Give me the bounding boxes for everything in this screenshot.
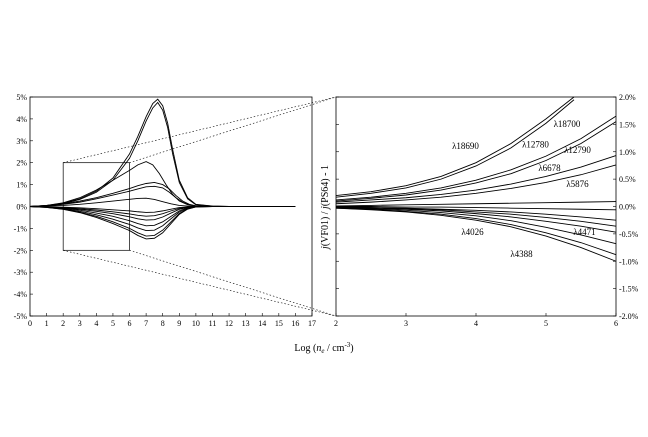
y-tick-label: 5%	[16, 93, 27, 102]
y-tick-label: -1.5%	[619, 285, 639, 294]
right-series-line-1	[335, 99, 575, 198]
x-tick-label: 5	[544, 319, 548, 328]
right-series-line-6	[335, 201, 617, 207]
y-tick-label: -0.5%	[619, 230, 639, 239]
y-tick-label: 1%	[16, 181, 27, 190]
right-series-line-12	[335, 207, 617, 256]
curve-label: λ5876	[566, 179, 589, 189]
x-tick-label: 3	[404, 319, 408, 328]
y-tick-label: -1.0%	[619, 257, 639, 266]
right-panel: 2 3 4 5 6-2.0% -1.5% -1.0% -0.5% 0.0% 0.5% 1.0% 1.5…	[334, 93, 639, 328]
zoom-box	[62, 162, 130, 251]
left-series-line-3	[29, 181, 296, 207]
x-tick-label: 10	[192, 319, 200, 328]
y-tick-label: 1.5%	[619, 120, 636, 129]
right-series-line-10	[335, 207, 617, 233]
curve-label: λ18700	[554, 119, 581, 129]
y-tick-label: 2.0%	[619, 93, 636, 102]
x-tick-label: 4	[474, 319, 478, 328]
y-tick-label: 0%	[16, 203, 27, 212]
left-panel: 0 1 2 3 4 5 6 7 8 9 10 11 12 13 14 15 16 17-5%-4%-3%-2%-1…	[14, 93, 316, 328]
x-tick-label: 0	[28, 319, 32, 328]
right-series-line-13	[335, 207, 617, 262]
x-tick-label: 9	[177, 319, 181, 328]
curve-label: λ12790	[564, 145, 591, 155]
x-tick-label: 8	[161, 319, 165, 328]
curve-label: λ6678	[538, 163, 561, 173]
y-tick-label: -4%	[14, 290, 28, 299]
x-tick-label: 16	[291, 319, 299, 328]
y-tick-label: -5%	[14, 312, 28, 321]
curve-label: λ4388	[510, 249, 533, 259]
y-tick-label: 2%	[16, 159, 27, 168]
x-tick-label: 12	[225, 319, 233, 328]
x-tick-label: 6	[614, 319, 618, 328]
right-series-line-0	[335, 96, 575, 196]
x-tick-label: 7	[144, 319, 148, 328]
x-tick-label: 11	[209, 319, 217, 328]
x-tick-label: 2	[61, 319, 65, 328]
x-tick-label: 1	[45, 319, 49, 328]
right-series-line-7	[336, 206, 617, 211]
left-series-line-2	[29, 161, 296, 207]
zoom-guide-line	[129, 96, 337, 163]
right-series-line-11	[335, 207, 617, 245]
x-tick-label: 14	[258, 319, 266, 328]
right-series-line-2	[335, 115, 617, 201]
x-tick-label: 15	[275, 319, 283, 328]
curve-label: λ12780	[522, 139, 549, 149]
left-series-line-12	[29, 206, 296, 240]
y-tick-label: -2%	[14, 246, 28, 255]
zoom-guide-line	[129, 250, 337, 317]
y-tick-label: -1%	[14, 224, 28, 233]
x-tick-label: 13	[242, 319, 250, 328]
y-tick-label: -3%	[14, 268, 28, 277]
right-series-line-4	[335, 155, 617, 203]
y-tick-label: 1.0%	[619, 148, 636, 157]
y-tick-label: 0.5%	[619, 175, 636, 184]
zoom-guides	[63, 96, 337, 317]
x-tick-label: 6	[128, 319, 132, 328]
left-series-line-4	[29, 185, 296, 207]
right-series-line-5	[335, 164, 617, 205]
curve-label: λ18690	[452, 141, 479, 151]
x-tick-label: 5	[111, 319, 115, 328]
x-tick-label: 17	[308, 319, 316, 328]
zoom-guide-line	[63, 250, 337, 317]
y-tick-label: -2.0%	[619, 312, 639, 321]
x-axis-label: Log (ne / cm-3)	[294, 341, 353, 355]
right-series-line-9	[335, 206, 617, 227]
left-series-line-0	[29, 98, 296, 207]
y-tick-label: 4%	[16, 115, 27, 124]
y-tick-label: 3%	[16, 137, 27, 146]
curve-label: λ4026	[461, 227, 484, 237]
curve-label: λ4471	[573, 227, 595, 237]
zoom-guide-line	[63, 96, 337, 163]
y-tick-label: 0.0%	[619, 203, 636, 212]
x-tick-label: 2	[334, 319, 338, 328]
right-series-line-3	[335, 121, 617, 202]
x-tick-label: 4	[94, 319, 98, 328]
y-axis-label: j(VF01) / j(PS64) - 1	[320, 165, 331, 251]
left-series-line-1	[29, 101, 296, 207]
x-tick-label: 3	[78, 319, 82, 328]
